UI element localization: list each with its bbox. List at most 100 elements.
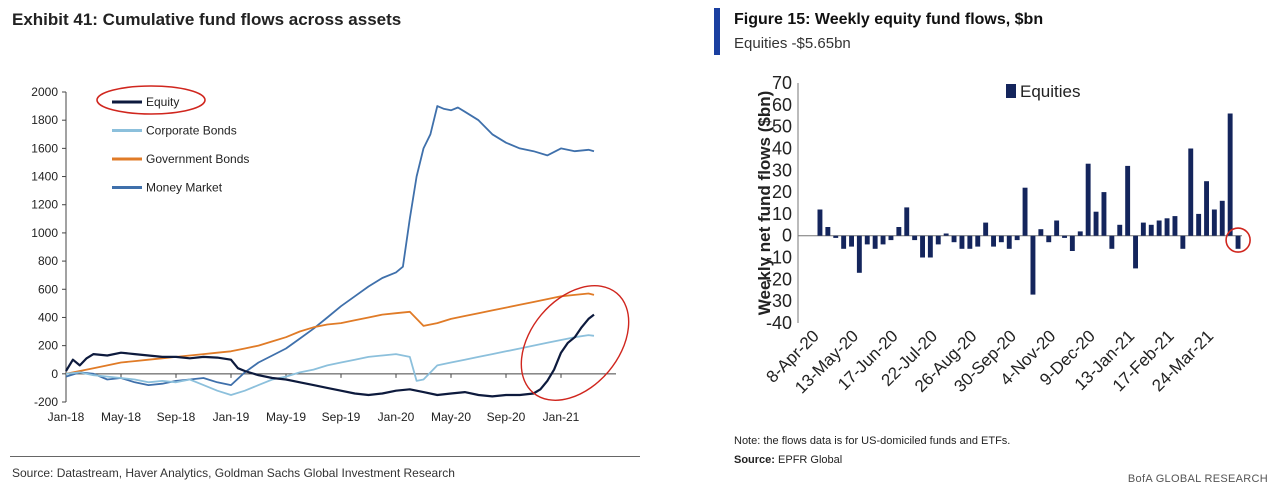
bar: [1085, 163, 1091, 236]
y-tick-label: 200: [38, 339, 58, 353]
y-tick-label: 10: [772, 204, 792, 224]
bar: [856, 235, 862, 273]
series-line-equity: [65, 313, 595, 398]
bar: [912, 235, 918, 241]
y-tick-label: -30: [766, 291, 792, 311]
bar: [1093, 211, 1099, 236]
bar: [959, 235, 965, 249]
bar: [991, 235, 996, 247]
left-source-note: Source: Datastream, Haver Analytics, Gol…: [12, 466, 455, 480]
y-tick-label: 1200: [31, 198, 58, 212]
bar: [1180, 235, 1186, 249]
bar: [1062, 235, 1067, 238]
right-panel: Figure 15: Weekly equity fund flows, $bn…: [690, 0, 1278, 493]
bar: [888, 235, 894, 241]
bar: [1219, 200, 1225, 236]
bar: [849, 235, 854, 247]
legend-highlight-ellipse: [96, 85, 206, 115]
series-line-corporate-bonds: [65, 334, 595, 396]
latest-bar-highlight-circle: [1225, 227, 1251, 253]
x-tick-label: May-20: [431, 410, 471, 424]
bar: [880, 235, 886, 245]
legend-label: Government Bonds: [146, 152, 249, 166]
bar: [975, 235, 981, 247]
bar: [1235, 235, 1241, 249]
bar: [1069, 235, 1075, 251]
series-line-government-bonds: [65, 292, 595, 375]
y-tick-label: 1000: [31, 226, 58, 240]
bar: [1204, 181, 1209, 236]
y-tick-label: 60: [772, 95, 792, 115]
brand-label: BofA GLOBAL RESEARCH: [1127, 473, 1268, 485]
legend-label: Corporate Bonds: [146, 124, 237, 138]
bar: [1188, 148, 1194, 236]
bar: [1211, 209, 1217, 236]
y-axis-title: Weekly net fund flows ($bn): [755, 91, 774, 315]
bar: [904, 207, 910, 236]
y-tick-label: 800: [38, 254, 58, 268]
bar: [1148, 224, 1154, 236]
bar: [1156, 220, 1162, 236]
y-tick-label: 1400: [31, 170, 58, 184]
bar: [1046, 235, 1052, 243]
y-tick-label: 1600: [31, 141, 58, 155]
series-line-money-market: [65, 105, 595, 387]
y-tick-label: 30: [772, 160, 792, 180]
y-tick-label: 20: [772, 182, 792, 202]
x-tick-label: Sep-19: [322, 410, 361, 424]
bar: [1117, 224, 1123, 236]
bar: [1014, 235, 1020, 241]
bar: [1038, 229, 1044, 236]
bar: [920, 235, 925, 258]
x-tick-label: Jan-21: [543, 410, 580, 424]
bar: [1077, 231, 1083, 236]
y-tick-label: 50: [772, 117, 792, 137]
bar: [951, 235, 957, 243]
left-panel: Exhibit 41: Cumulative fund flows across…: [10, 10, 640, 480]
right-chart-title: Figure 15: Weekly equity fund flows, $bn: [734, 11, 1044, 28]
x-tick-label: May-19: [266, 410, 306, 424]
bar: [983, 222, 989, 236]
bar: [1172, 216, 1178, 236]
legend-label: Equities: [1020, 82, 1080, 101]
x-tick-label: May-18: [101, 410, 141, 424]
equity-surge-highlight-ellipse: [520, 285, 630, 401]
y-tick-label: 40: [772, 138, 792, 158]
y-tick-label: -20: [766, 269, 792, 289]
y-tick-label: 2000: [31, 85, 58, 99]
bar: [1054, 220, 1060, 236]
legend-label: Equity: [146, 95, 179, 109]
bar: [967, 235, 973, 249]
bar: [872, 235, 878, 249]
bar: [1133, 235, 1138, 269]
x-tick-label: Sep-18: [157, 410, 196, 424]
bar: [1030, 235, 1036, 295]
bar: [1006, 235, 1012, 249]
left-chart-title: Exhibit 41: Cumulative fund flows across…: [12, 10, 402, 29]
source-value: EPFR Global: [778, 454, 843, 466]
y-tick-label: 0: [782, 226, 792, 246]
y-tick-label: 70: [772, 73, 792, 93]
bar: [1227, 113, 1233, 236]
bar: [841, 235, 847, 249]
y-tick-label: 400: [38, 310, 58, 324]
bar: [935, 235, 941, 245]
left-source-divider: [10, 456, 640, 457]
legend-swatch: [1006, 84, 1016, 98]
bar: [817, 209, 823, 236]
bar: [864, 235, 870, 245]
right-chart-subtitle: Equities -$5.65bn: [734, 35, 851, 52]
x-tick-label: Jan-20: [378, 410, 415, 424]
bar: [825, 227, 831, 236]
bar: [1125, 165, 1131, 236]
bar: [927, 235, 933, 258]
bar: [1022, 187, 1028, 236]
y-tick-label: 0: [51, 367, 58, 381]
bar: [833, 235, 839, 238]
bar: [1164, 218, 1170, 236]
bar: [1101, 192, 1107, 236]
footnote: Note: the flows data is for US-domiciled…: [734, 435, 1011, 447]
figure-accent-bar: [714, 8, 720, 55]
y-tick-label: -40: [766, 313, 792, 333]
bar: [943, 233, 949, 236]
